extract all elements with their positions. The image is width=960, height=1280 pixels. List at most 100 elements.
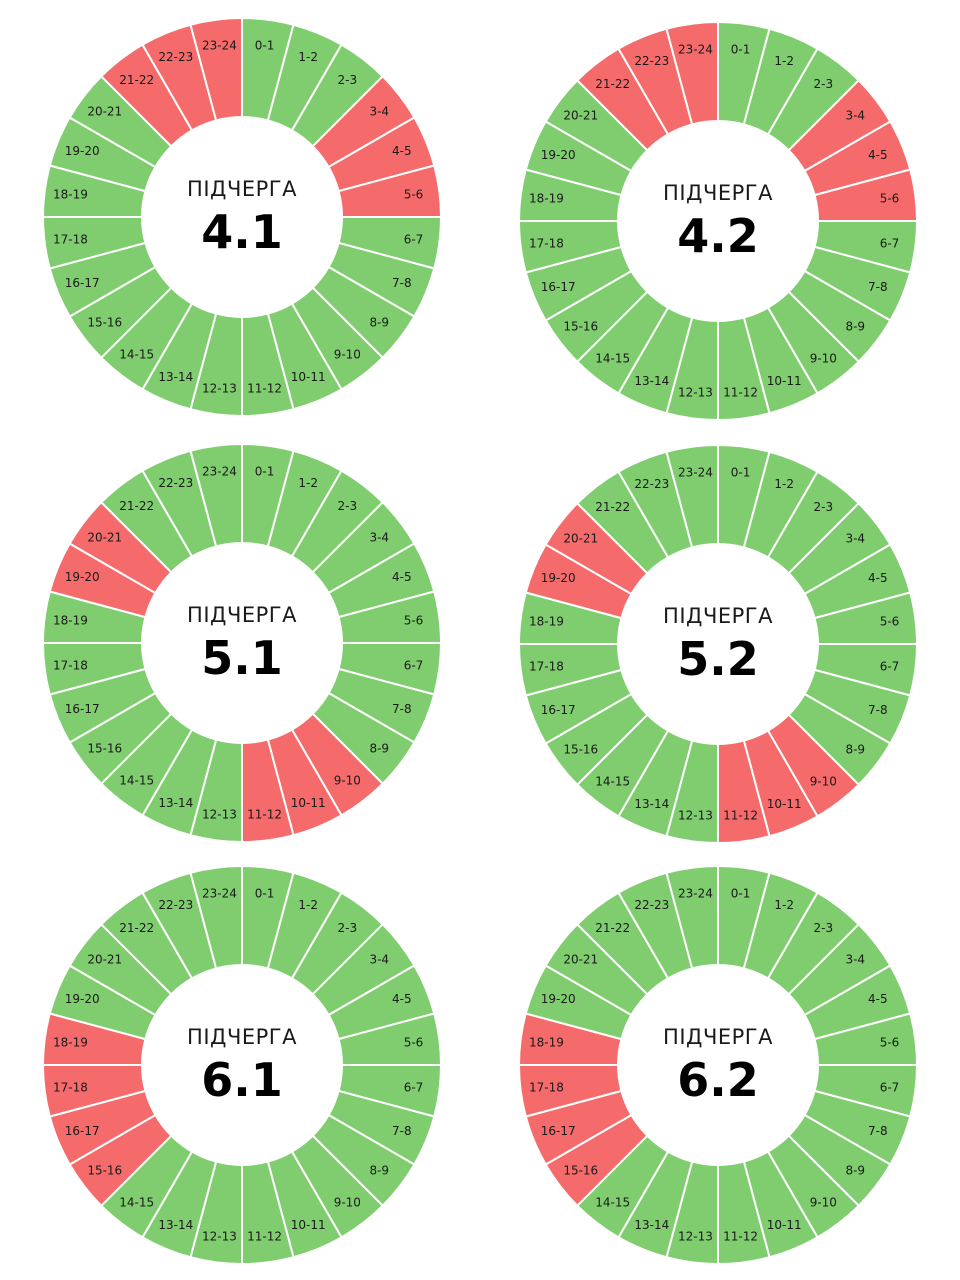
hour-label: 17-18: [529, 660, 564, 674]
hour-label: 23-24: [678, 886, 713, 900]
hour-label: 8-9: [845, 742, 865, 756]
hour-segment-23-24: [189, 16, 243, 122]
hour-segment-23-24: [665, 20, 719, 126]
hour-label: 9-10: [810, 1195, 837, 1209]
hour-label: 21-22: [119, 73, 154, 87]
hour-label: 16-17: [65, 702, 100, 716]
subqueue-number: 6.1: [201, 1053, 283, 1107]
hour-label: 13-14: [158, 796, 193, 810]
hour-label: 4-5: [392, 144, 412, 158]
hour-label: 3-4: [369, 105, 389, 119]
hour-label: 1-2: [298, 898, 318, 912]
hour-label: 10-11: [767, 374, 802, 388]
hour-label: 20-21: [87, 953, 122, 967]
hour-label: 6-7: [404, 233, 424, 247]
schedule-dial-6: 0-1 1-2 2-3 3-4 4-5 5-6 6-7 7-8 8-9 9-10 10-11 11-1…: [478, 852, 958, 1278]
hour-label: 18-19: [529, 191, 564, 205]
hour-label: 15-16: [87, 315, 122, 329]
dial-svg: 0-1 1-2 2-3 3-4 4-5 5-6 6-7 7-8 8-9 9-10 10-11 11-1…: [517, 864, 919, 1266]
hour-label: 2-3: [338, 499, 358, 513]
hour-label: 20-21: [87, 105, 122, 119]
hour-label: 23-24: [678, 42, 713, 56]
hour-label: 1-2: [774, 54, 794, 68]
hour-label: 14-15: [119, 773, 154, 787]
hour-label: 23-24: [202, 38, 237, 52]
hour-label: 21-22: [595, 500, 630, 514]
subqueue-number: 5.1: [201, 631, 283, 685]
hour-label: 21-22: [119, 921, 154, 935]
hour-label: 16-17: [541, 280, 576, 294]
hour-label: 5-6: [880, 1035, 900, 1049]
hour-label: 12-13: [678, 386, 713, 400]
hour-label: 5-6: [404, 187, 424, 201]
hour-label: 3-4: [845, 109, 865, 123]
hour-label: 8-9: [845, 1163, 865, 1177]
hour-label: 20-21: [563, 953, 598, 967]
hour-label: 3-4: [845, 532, 865, 546]
hour-label: 17-18: [53, 1081, 88, 1095]
hour-label: 22-23: [634, 898, 669, 912]
hour-label: 18-19: [53, 1035, 88, 1049]
hour-label: 11-12: [247, 1230, 282, 1244]
schedule-dial-4: 0-1 1-2 2-3 3-4 4-5 5-6 6-7 7-8 8-9 9-10 10-11 11-1…: [478, 431, 958, 857]
hour-label: 19-20: [541, 992, 576, 1006]
hour-label: 22-23: [158, 476, 193, 490]
subqueue-number: 4.2: [677, 209, 759, 263]
hour-label: 4-5: [392, 992, 412, 1006]
hour-label: 0-1: [731, 465, 751, 479]
dial-svg: 0-1 1-2 2-3 3-4 4-5 5-6 6-7 7-8 8-9 9-10 10-11 11-1…: [517, 443, 919, 845]
dial-svg: 0-1 1-2 2-3 3-4 4-5 5-6 6-7 7-8 8-9 9-10 10-11 11-1…: [41, 864, 443, 1266]
hour-label: 12-13: [678, 809, 713, 823]
hour-label: 8-9: [369, 315, 389, 329]
hour-label: 16-17: [65, 1124, 100, 1138]
hour-label: 1-2: [298, 50, 318, 64]
hour-label: 14-15: [119, 1195, 154, 1209]
hour-label: 15-16: [87, 741, 122, 755]
hour-label: 2-3: [814, 77, 834, 91]
hour-label: 13-14: [158, 1218, 193, 1232]
hour-label: 8-9: [369, 1163, 389, 1177]
hour-label: 6-7: [404, 659, 424, 673]
hour-label: 13-14: [634, 374, 669, 388]
hour-label: 12-13: [202, 382, 237, 396]
hour-label: 9-10: [810, 774, 837, 788]
hour-label: 4-5: [868, 992, 888, 1006]
hour-label: 9-10: [334, 347, 361, 361]
subqueue-label: ПІДЧЕРГА: [187, 177, 297, 201]
hour-label: 8-9: [845, 319, 865, 333]
hour-label: 15-16: [563, 1163, 598, 1177]
hour-label: 18-19: [53, 187, 88, 201]
subqueue-label: ПІДЧЕРГА: [663, 181, 773, 205]
subqueue-number: 4.1: [201, 205, 283, 259]
hour-label: 16-17: [65, 276, 100, 290]
hour-label: 3-4: [369, 531, 389, 545]
hour-label: 0-1: [255, 886, 275, 900]
hour-label: 14-15: [595, 351, 630, 365]
hour-label: 23-24: [202, 464, 237, 478]
hour-label: 9-10: [334, 1195, 361, 1209]
hour-label: 13-14: [634, 797, 669, 811]
hour-label: 18-19: [529, 614, 564, 628]
hour-label: 3-4: [369, 953, 389, 967]
schedule-dial-1: 0-1 1-2 2-3 3-4 4-5 5-6 6-7 7-8 8-9 9-10 10-11 11-1…: [2, 4, 482, 430]
hour-label: 10-11: [767, 1218, 802, 1232]
hour-label: 18-19: [53, 613, 88, 627]
hour-label: 22-23: [634, 54, 669, 68]
subqueue-label: ПІДЧЕРГА: [663, 1025, 773, 1049]
hour-label: 19-20: [65, 570, 100, 584]
hour-label: 4-5: [868, 148, 888, 162]
hour-label: 2-3: [338, 921, 358, 935]
hour-label: 3-4: [845, 953, 865, 967]
hour-label: 11-12: [723, 1230, 758, 1244]
hour-label: 18-19: [529, 1035, 564, 1049]
hour-label: 21-22: [595, 77, 630, 91]
hour-label: 4-5: [868, 571, 888, 585]
dial-svg: 0-1 1-2 2-3 3-4 4-5 5-6 6-7 7-8 8-9 9-10 10-11 11-1…: [41, 442, 443, 844]
hour-label: 22-23: [158, 898, 193, 912]
hour-label: 19-20: [65, 992, 100, 1006]
hour-label: 21-22: [119, 499, 154, 513]
hour-label: 7-8: [868, 703, 888, 717]
hour-label: 12-13: [202, 1230, 237, 1244]
hour-label: 19-20: [541, 571, 576, 585]
hour-label: 11-12: [723, 386, 758, 400]
